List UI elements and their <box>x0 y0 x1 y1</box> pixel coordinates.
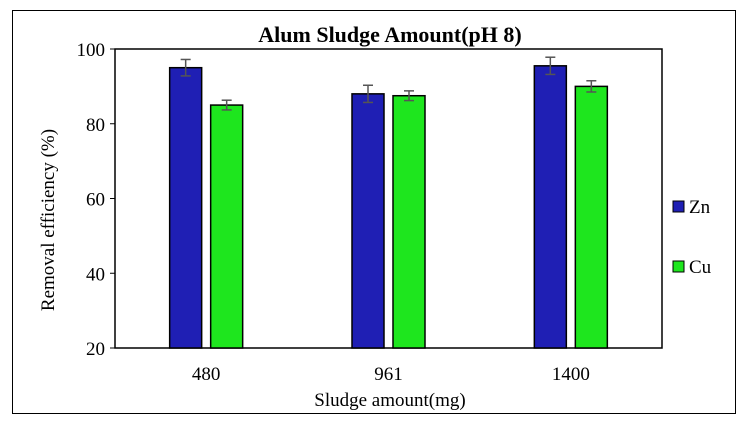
bar-zn <box>351 93 385 349</box>
legend-label-cu: Cu <box>689 257 712 278</box>
legend-swatch-zn <box>672 200 685 213</box>
y-tick-label: 40 <box>86 264 105 285</box>
y-tick-label: 20 <box>86 339 105 360</box>
bar-zn <box>533 65 568 349</box>
y-tick-label: 100 <box>77 40 106 61</box>
bar-zn <box>168 66 203 349</box>
bar-cu <box>574 85 609 349</box>
x-tick-label: 1400 <box>552 364 590 385</box>
x-tick-label: 480 <box>192 364 221 385</box>
bar-cu <box>209 104 244 349</box>
y-axis-label: Removal efficiency (%) <box>38 129 59 311</box>
x-axis-label: Sludge amount(mg) <box>314 390 465 411</box>
legend-label-zn: Zn <box>689 197 711 218</box>
y-tick-label: 80 <box>86 115 105 136</box>
x-tick-label: 961 <box>374 364 403 385</box>
chart-title: Alum Sludge Amount(pH 8) <box>258 22 521 47</box>
legend-swatch-cu <box>672 260 685 273</box>
y-tick-label: 60 <box>86 190 105 211</box>
bar-cu <box>392 94 426 349</box>
